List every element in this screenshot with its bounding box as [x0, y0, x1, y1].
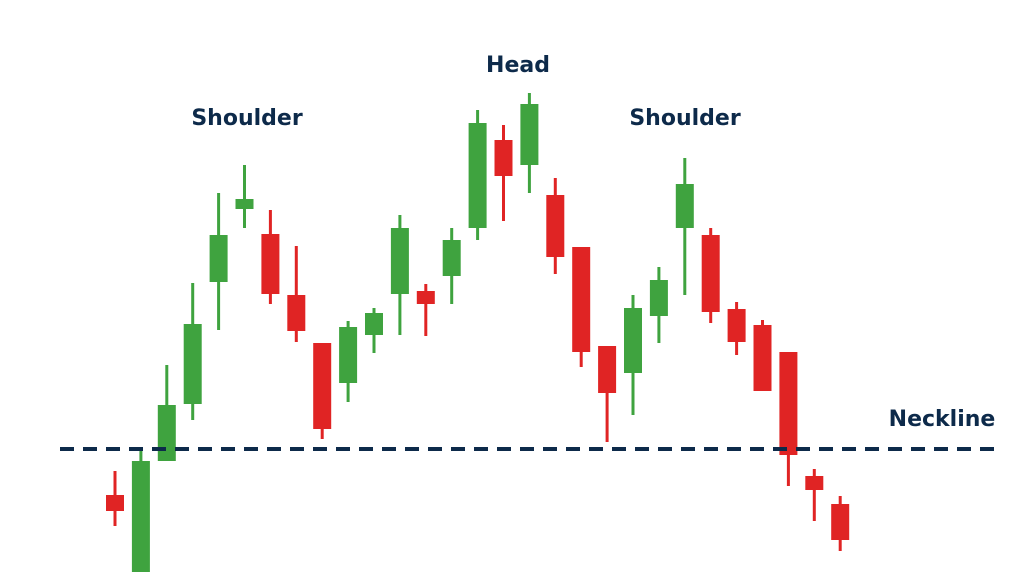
candle-body — [675, 184, 694, 228]
candle-body — [287, 295, 306, 331]
candle-body — [779, 352, 798, 455]
candle-body — [572, 247, 591, 352]
candle-body — [157, 405, 176, 461]
candle-body — [805, 476, 824, 490]
candle-body — [701, 235, 720, 312]
candle-body — [624, 308, 642, 373]
candle-body — [183, 324, 202, 404]
candle-body — [106, 495, 124, 511]
candle-body — [753, 325, 772, 391]
candle-body — [209, 235, 228, 282]
candle-body — [468, 123, 487, 228]
annotation: Shoulder — [629, 106, 740, 131]
candle-body — [339, 327, 358, 383]
candle-body — [520, 104, 539, 165]
candle-body — [235, 199, 254, 209]
candle-body — [365, 313, 383, 335]
candle-body — [831, 504, 850, 540]
candle-body — [598, 346, 617, 393]
candle-body — [494, 140, 513, 176]
candle-body — [261, 234, 280, 294]
neckline-label: Neckline — [889, 407, 996, 432]
candle-body — [313, 343, 332, 429]
candle-body — [546, 195, 565, 257]
candle-body — [416, 291, 435, 304]
candle-body — [442, 240, 461, 276]
candle-body — [649, 280, 668, 316]
annotation: Head — [486, 53, 550, 78]
candle-body — [131, 461, 150, 572]
candle-body — [390, 228, 409, 294]
annotation: Shoulder — [191, 106, 302, 131]
candle-body — [727, 309, 746, 342]
